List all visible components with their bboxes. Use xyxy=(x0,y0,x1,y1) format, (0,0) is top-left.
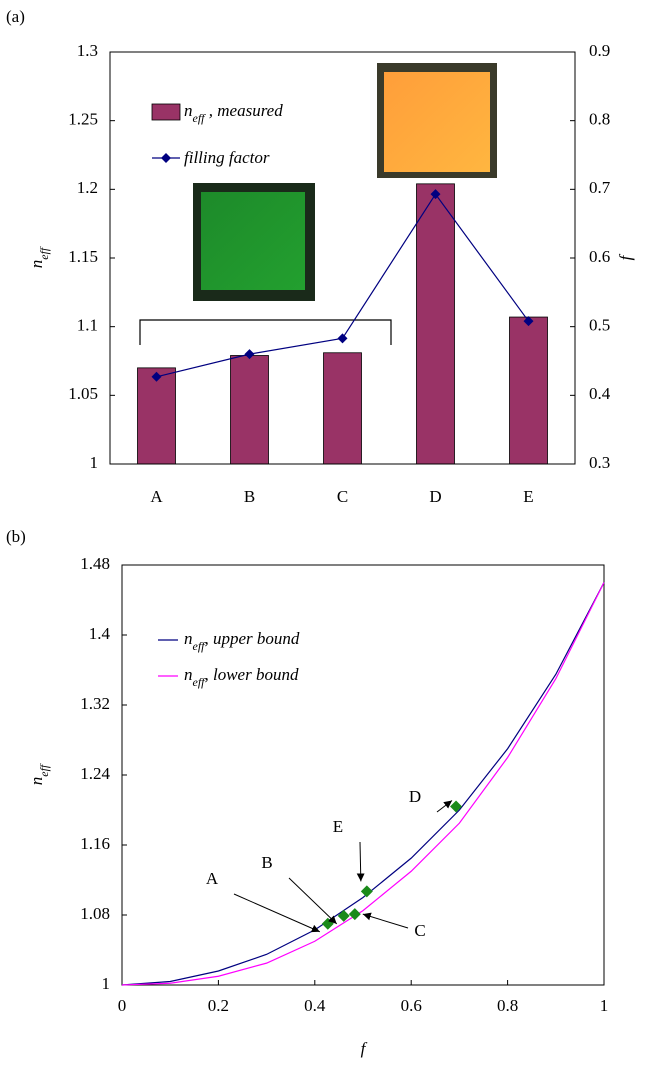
orange-photo xyxy=(384,72,490,172)
bar xyxy=(323,352,362,465)
y2-axis-label: f xyxy=(616,253,635,260)
marker xyxy=(523,316,534,327)
y2-tick-label: 0.7 xyxy=(589,178,611,197)
x-tick-label: B xyxy=(244,487,255,506)
y-tick-label: 1.16 xyxy=(80,834,110,853)
y-tick-label: 1.4 xyxy=(89,624,111,643)
x-tick-label: D xyxy=(429,487,441,506)
y2-tick-label: 0.4 xyxy=(589,384,611,403)
y-tick-label: 1.48 xyxy=(80,554,110,573)
annotation-arrow xyxy=(288,877,338,925)
subscript: eff xyxy=(193,639,207,653)
legend-marker xyxy=(161,153,171,163)
y-tick-label: 1.2 xyxy=(77,178,98,197)
point-label: D xyxy=(409,787,421,806)
point-label: A xyxy=(206,869,219,888)
text-part: n xyxy=(184,665,193,684)
y2-tick-label: 0.9 xyxy=(589,41,610,60)
x-tick-label: E xyxy=(523,487,533,506)
legend-label: filling factor xyxy=(184,148,270,167)
y-axis-label: neff xyxy=(27,246,51,268)
plot-frame xyxy=(109,51,576,465)
x-tick-label: 0.2 xyxy=(208,996,229,1015)
x-tick-label: 1 xyxy=(600,996,609,1015)
plot-frame xyxy=(121,564,605,986)
bar xyxy=(509,316,548,465)
y-tick-label: 1.32 xyxy=(80,694,110,713)
point-label: B xyxy=(261,853,272,872)
y-tick-label: 1.24 xyxy=(80,764,110,783)
bar xyxy=(137,367,176,465)
marker xyxy=(430,189,441,200)
point xyxy=(348,908,361,921)
bar xyxy=(416,183,455,465)
y-tick-label: 1 xyxy=(90,453,99,472)
legend-label: neff, upper bound xyxy=(184,629,300,653)
subscript: eff xyxy=(193,675,207,689)
x-tick-label: 0.4 xyxy=(304,996,326,1015)
x-tick-label: 0 xyxy=(118,996,127,1015)
point-label: C xyxy=(414,921,425,940)
x-tick-label: 0.6 xyxy=(401,996,422,1015)
y-axis-label: neff xyxy=(27,763,51,785)
text-part: , measured xyxy=(205,101,284,120)
panel-label: (b) xyxy=(6,527,26,546)
y2-tick-label: 0.5 xyxy=(589,316,610,335)
text-part: , upper bound xyxy=(205,629,300,648)
marker xyxy=(244,349,255,360)
annotation-arrow xyxy=(233,893,321,933)
x-tick-label: A xyxy=(150,487,163,506)
annotation-arrow xyxy=(436,800,453,813)
x-tick-label: C xyxy=(337,487,348,506)
y-tick-label: 1.3 xyxy=(77,41,98,60)
y-tick-label: 1 xyxy=(102,974,111,993)
green-photo xyxy=(201,192,305,290)
text-part: n xyxy=(27,260,46,269)
bracket xyxy=(139,319,392,345)
legend-swatch xyxy=(151,103,181,121)
y2-tick-label: 0.8 xyxy=(589,110,610,129)
line xyxy=(121,582,605,986)
x-tick-label: 0.8 xyxy=(497,996,518,1015)
annotation-arrow xyxy=(362,912,409,929)
legend-label: neff, lower bound xyxy=(184,665,299,689)
y-tick-label: 1.15 xyxy=(68,247,98,266)
legend-label: neff , measured xyxy=(184,101,283,125)
y-tick-label: 1.1 xyxy=(77,316,98,335)
text-part: n xyxy=(27,777,46,786)
subscript: eff xyxy=(193,111,207,125)
point-label: E xyxy=(333,817,343,836)
subscript: eff xyxy=(37,763,51,777)
marker xyxy=(337,333,348,344)
annotation-arrow xyxy=(356,841,365,882)
point xyxy=(360,885,373,898)
text-part: n xyxy=(184,629,193,648)
bar xyxy=(230,355,269,465)
point xyxy=(450,800,463,813)
panel-label: (a) xyxy=(6,7,25,26)
text-part: n xyxy=(184,101,193,120)
subscript: eff xyxy=(37,246,51,260)
y-tick-label: 1.05 xyxy=(68,384,98,403)
point xyxy=(337,909,350,922)
marker xyxy=(151,371,162,382)
text-part: , lower bound xyxy=(205,665,299,684)
line xyxy=(121,582,605,986)
y2-tick-label: 0.6 xyxy=(589,247,610,266)
y2-tick-label: 0.3 xyxy=(589,453,610,472)
y-tick-label: 1.25 xyxy=(68,110,98,129)
y-tick-label: 1.08 xyxy=(80,904,110,923)
x-axis-label: f xyxy=(361,1039,368,1058)
